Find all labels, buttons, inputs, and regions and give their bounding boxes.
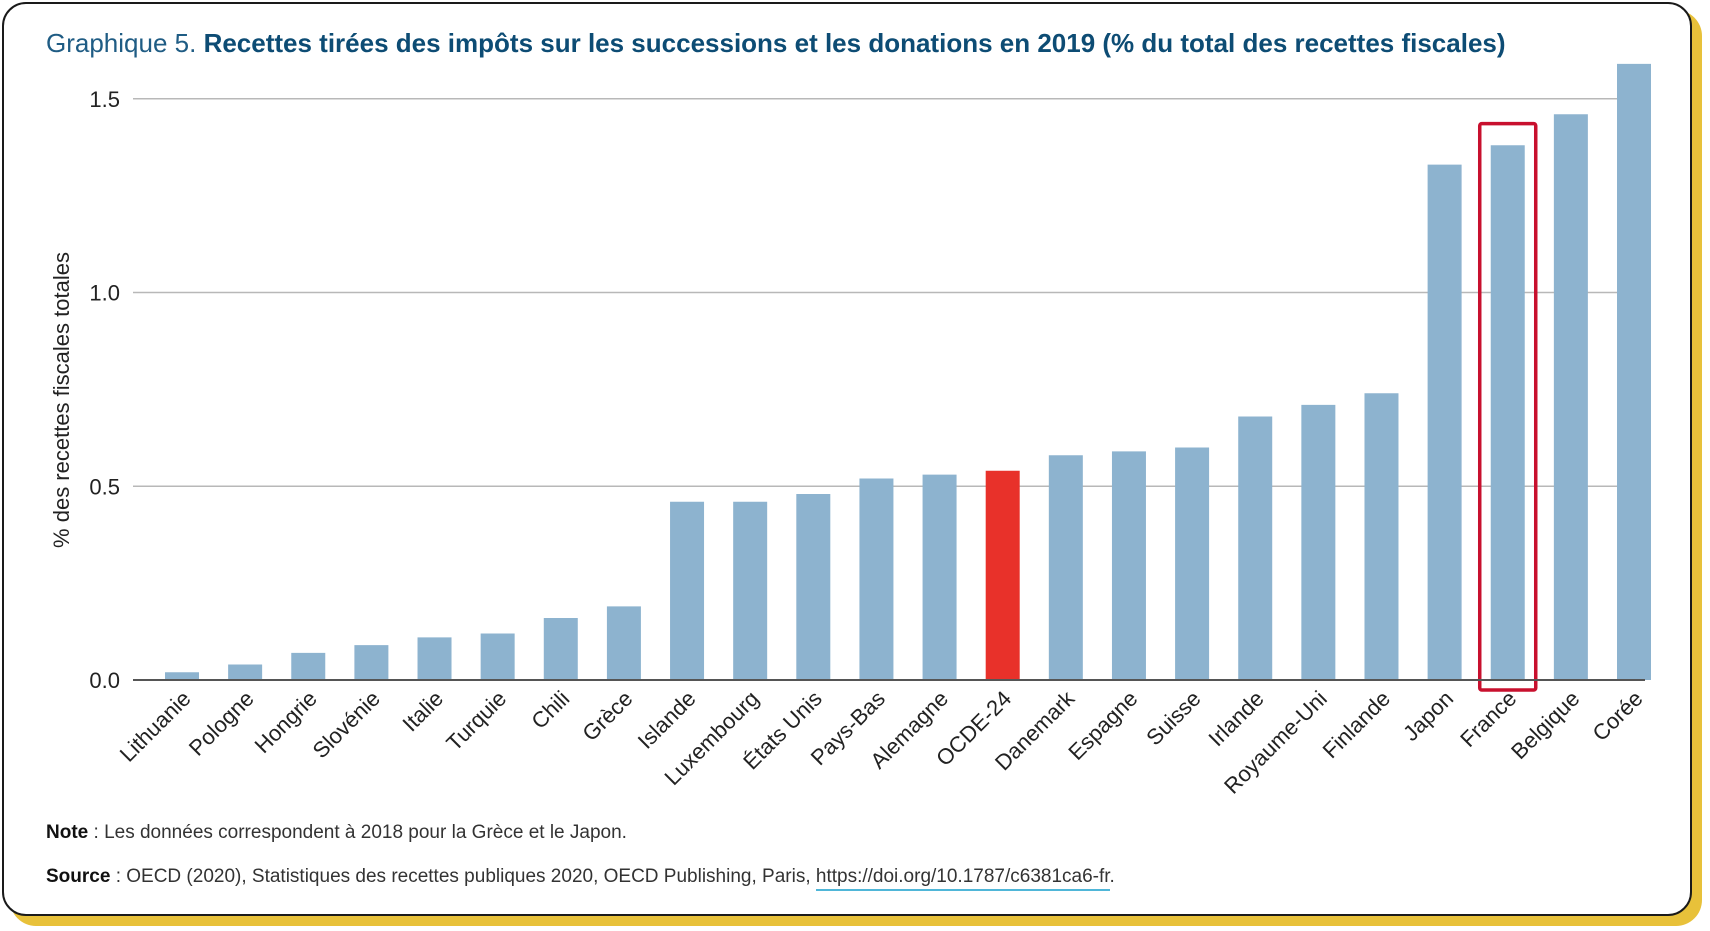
y-axis-title: % des recettes fiscales totales (49, 252, 74, 548)
bar-irlande (1238, 416, 1273, 680)
bar-slovénie (354, 645, 389, 680)
bar-belgique (1553, 114, 1588, 680)
source-end: . (1109, 866, 1115, 887)
bar-islande (670, 501, 705, 680)
note-label: Note (46, 822, 89, 843)
x-tick-label: Corée (1587, 686, 1647, 746)
x-tick-label: Lithuanie (115, 686, 196, 767)
bar-alemagne (922, 474, 957, 680)
bar-royaume-uni (1301, 404, 1336, 680)
x-tick-label: Chili (526, 686, 574, 734)
y-tick-label: 0.0 (89, 668, 120, 693)
chart-title: Graphique 5. Recettes tirées des impôts … (46, 28, 1506, 59)
bar-états-unis (796, 494, 831, 680)
y-tick-label: 1.0 (89, 281, 120, 306)
x-tick-label: Italie (398, 686, 449, 737)
source-text: : OECD (2020), Statistiques des recettes… (110, 866, 816, 887)
note: Note : Les données correspondent à 2018 … (46, 822, 627, 844)
bar-japon (1427, 164, 1462, 680)
source: Source : OECD (2020), Statistiques des r… (46, 866, 1115, 891)
bar-france (1490, 145, 1525, 680)
source-link[interactable]: https://doi.org/10.1787/c6381ca6-fr (815, 866, 1110, 891)
source-label: Source (46, 866, 111, 887)
bar-suisse (1175, 447, 1210, 680)
bar-pays-bas (859, 478, 894, 680)
x-tick-label: Suisse (1141, 686, 1205, 750)
x-tick-label: Slovénie (308, 686, 385, 763)
bar-lithuanie (165, 672, 199, 680)
x-tick-label: Espagne (1063, 686, 1142, 765)
x-tick-label: Pologne (184, 686, 259, 761)
bar-danemark (1048, 455, 1083, 680)
bar-pologne (228, 664, 263, 680)
title-lead: Graphique 5. (46, 28, 197, 58)
x-tick-label: Turquie (441, 686, 511, 756)
bar-hongrie (291, 652, 326, 680)
bar-italie (417, 637, 452, 680)
x-tick-label: Grèce (577, 686, 637, 746)
x-tick-label: Finlande (1318, 686, 1395, 763)
note-text: : Les données correspondent à 2018 pour … (88, 822, 627, 843)
bar-turquie (480, 633, 515, 680)
y-tick-label: 1.5 (89, 87, 120, 112)
bar-chili (543, 618, 578, 680)
bar-corée (1617, 63, 1651, 680)
x-tick-label: Japon (1398, 686, 1458, 746)
bar-grèce (606, 606, 641, 680)
x-tick-label: Belgique (1506, 686, 1584, 764)
bar-finlande (1364, 393, 1399, 680)
y-tick-label: 0.5 (89, 474, 120, 499)
bar-espagne (1111, 451, 1146, 680)
bar-ocde-24 (985, 470, 1020, 680)
france-highlight-box (1477, 121, 1538, 692)
title-main: Recettes tirées des impôts sur les succe… (203, 28, 1506, 58)
bar-luxembourg (733, 501, 768, 680)
chart-frame (2, 2, 1692, 916)
